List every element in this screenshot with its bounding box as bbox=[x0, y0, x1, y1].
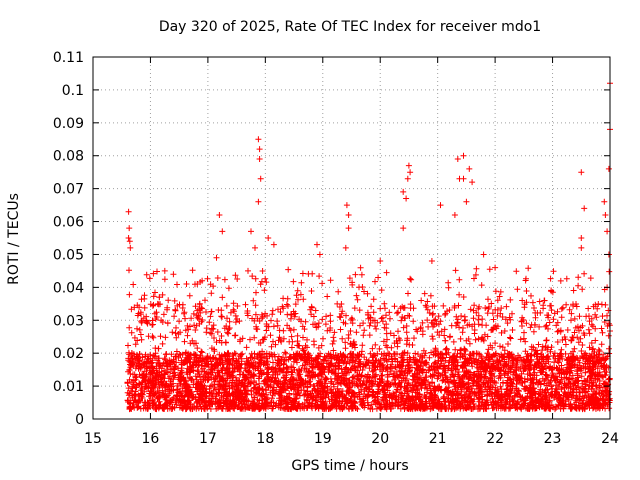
chart-title: Day 320 of 2025, Rate Of TEC Index for r… bbox=[159, 19, 541, 35]
y-tick-label: 0.01 bbox=[53, 379, 84, 395]
x-tick-label: 24 bbox=[601, 431, 619, 447]
data-points bbox=[124, 80, 613, 413]
y-tick-label: 0.02 bbox=[53, 346, 84, 362]
y-tick-label: 0.05 bbox=[53, 247, 84, 263]
y-tick-label: 0.07 bbox=[53, 182, 84, 198]
grid-lines bbox=[93, 57, 610, 419]
x-tick-label: 18 bbox=[256, 431, 274, 447]
y-tick-label: 0.06 bbox=[53, 215, 84, 231]
y-tick-label: 0.04 bbox=[53, 280, 84, 296]
x-tick-label: 15 bbox=[84, 431, 102, 447]
x-tick-label: 21 bbox=[429, 431, 447, 447]
x-tick-label: 23 bbox=[544, 431, 562, 447]
y-tick-label: 0.09 bbox=[53, 116, 84, 132]
x-tick-label: 16 bbox=[142, 431, 160, 447]
x-tick-label: 17 bbox=[199, 431, 217, 447]
x-tick-label: 22 bbox=[486, 431, 504, 447]
y-tick-label: 0.1 bbox=[62, 83, 84, 99]
y-tick-label: 0.08 bbox=[53, 149, 84, 165]
y-tick-label: 0.03 bbox=[53, 313, 84, 329]
x-tick-label: 19 bbox=[314, 431, 332, 447]
y-axis-ticks: 0 0.01 0.02 0.03 0.04 0.05 0.06 0.07 0.08 0.09 0.1… bbox=[53, 50, 610, 428]
roti-scatter-markers bbox=[124, 80, 613, 413]
y-tick-label: 0.11 bbox=[53, 50, 84, 66]
plot-border bbox=[92, 56, 611, 420]
y-tick-label: 0 bbox=[75, 412, 84, 428]
x-tick-label: 20 bbox=[371, 431, 389, 447]
x-axis-title: GPS time / hours bbox=[291, 458, 408, 474]
x-axis-ticks: 15 16 17 18 19 20 21 22 23 24 bbox=[84, 57, 619, 447]
y-axis-title: ROTI / TECUs bbox=[6, 193, 22, 285]
